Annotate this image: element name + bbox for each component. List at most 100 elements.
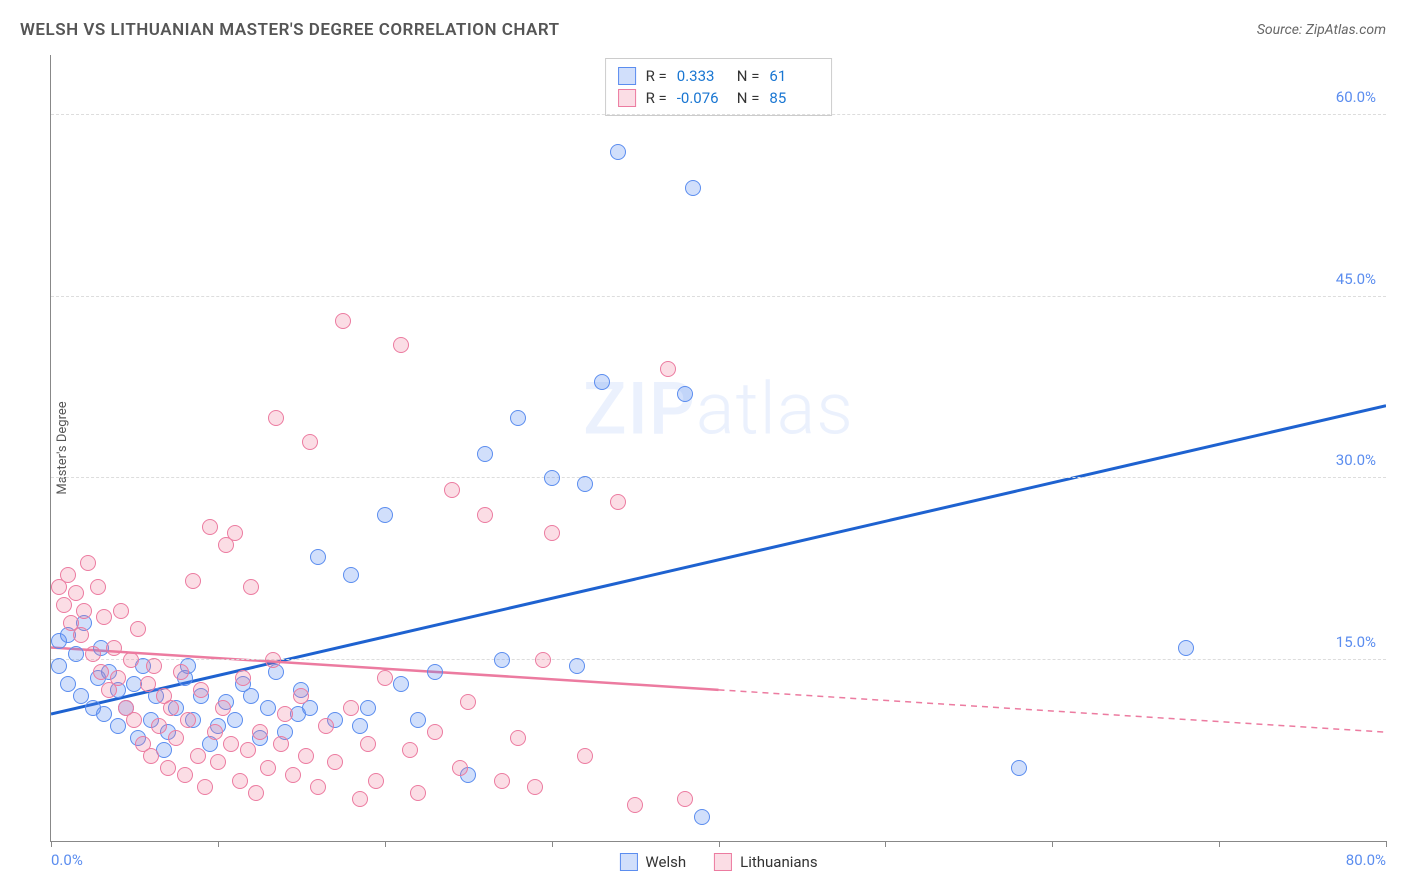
data-point: [577, 748, 593, 764]
data-point: [610, 494, 626, 510]
gridline: [51, 114, 1386, 115]
data-point: [544, 470, 560, 486]
data-point: [93, 664, 109, 680]
data-point: [113, 603, 129, 619]
legend-label: Lithuanians: [740, 853, 817, 871]
data-point: [202, 519, 218, 535]
data-point: [318, 718, 334, 734]
data-point: [126, 712, 142, 728]
x-tick: [51, 841, 52, 847]
data-point: [594, 374, 610, 390]
data-point: [140, 676, 156, 692]
y-tick-label: 45.0%: [1336, 270, 1376, 288]
data-point: [685, 180, 701, 196]
data-point: [80, 555, 96, 571]
data-point: [660, 361, 676, 377]
legend-row: R =-0.076N =85: [618, 87, 820, 109]
data-point: [352, 791, 368, 807]
gridline: [51, 659, 1386, 660]
data-point: [265, 652, 281, 668]
data-point: [240, 742, 256, 758]
data-point: [535, 652, 551, 668]
data-point: [177, 767, 193, 783]
r-value: -0.076: [677, 89, 727, 107]
data-point: [96, 609, 112, 625]
data-point: [90, 579, 106, 595]
n-label: N =: [737, 67, 760, 85]
data-point: [1178, 640, 1194, 656]
data-point: [360, 700, 376, 716]
data-point: [68, 585, 84, 601]
data-point: [494, 773, 510, 789]
data-point: [180, 712, 196, 728]
data-point: [235, 670, 251, 686]
data-point: [277, 706, 293, 722]
data-point: [335, 313, 351, 329]
data-point: [260, 760, 276, 776]
legend-swatch: [619, 853, 637, 871]
data-point: [163, 700, 179, 716]
data-point: [227, 525, 243, 541]
legend-swatch: [714, 853, 732, 871]
r-label: R =: [646, 67, 667, 85]
data-point: [402, 742, 418, 758]
n-value: 61: [769, 67, 819, 85]
data-point: [494, 652, 510, 668]
data-point: [393, 676, 409, 692]
data-point: [260, 700, 276, 716]
data-point: [444, 482, 460, 498]
data-point: [268, 410, 284, 426]
legend-swatch: [618, 89, 636, 107]
r-label: R =: [646, 89, 667, 107]
trend-lines: [51, 55, 1386, 841]
x-tick: [1219, 841, 1220, 847]
data-point: [310, 779, 326, 795]
watermark: ZIPatlas: [583, 366, 854, 451]
x-tick: [1386, 841, 1387, 847]
x-axis-end-label: 80.0%: [1346, 851, 1386, 869]
data-point: [477, 507, 493, 523]
gridline: [51, 296, 1386, 297]
data-point: [677, 791, 693, 807]
data-point: [544, 525, 560, 541]
data-point: [352, 718, 368, 734]
data-point: [410, 712, 426, 728]
data-point: [252, 724, 268, 740]
data-point: [76, 603, 92, 619]
data-point: [410, 785, 426, 801]
data-point: [207, 724, 223, 740]
data-point: [73, 627, 89, 643]
data-point: [569, 658, 585, 674]
data-point: [510, 730, 526, 746]
data-point: [360, 736, 376, 752]
data-point: [110, 670, 126, 686]
source-attribution: Source: ZipAtlas.com: [1257, 22, 1386, 38]
chart-title: WELSH VS LITHUANIAN MASTER'S DEGREE CORR…: [20, 20, 560, 40]
data-point: [577, 476, 593, 492]
data-point: [273, 736, 289, 752]
data-point: [56, 597, 72, 613]
data-point: [377, 507, 393, 523]
x-axis-start-label: 0.0%: [51, 851, 83, 869]
data-point: [151, 718, 167, 734]
data-point: [193, 682, 209, 698]
data-point: [452, 760, 468, 776]
data-point: [85, 646, 101, 662]
data-point: [173, 664, 189, 680]
x-tick: [218, 841, 219, 847]
data-point: [232, 773, 248, 789]
data-point: [68, 646, 84, 662]
legend-item: Lithuanians: [714, 853, 817, 871]
data-point: [285, 767, 301, 783]
legend-label: Welsh: [645, 853, 686, 871]
data-point: [197, 779, 213, 795]
y-axis-label: Master's Degree: [55, 401, 70, 494]
data-point: [223, 736, 239, 752]
data-point: [243, 688, 259, 704]
data-point: [51, 658, 67, 674]
data-point: [185, 573, 201, 589]
data-point: [190, 748, 206, 764]
source-link[interactable]: ZipAtlas.com: [1306, 22, 1386, 38]
data-point: [477, 446, 493, 462]
x-tick: [1052, 841, 1053, 847]
